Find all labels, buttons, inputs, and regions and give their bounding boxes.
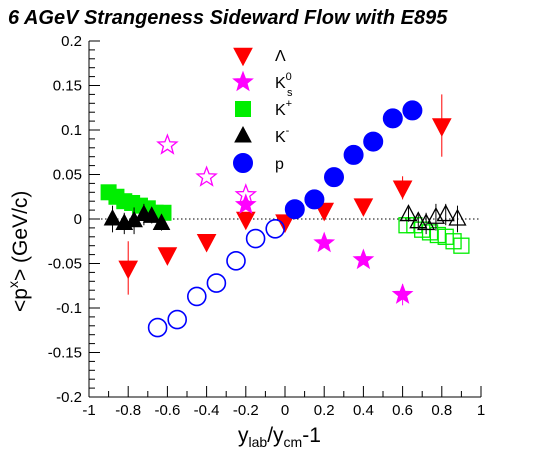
x-label-tail: -1 <box>302 424 321 447</box>
proton-point <box>363 131 384 152</box>
x-axis-label: ylab/ycm-1 <box>238 424 321 448</box>
kminus-point <box>436 204 455 222</box>
legend-label-sup: + <box>286 98 292 110</box>
x-tick-label: -0.4 <box>194 402 220 419</box>
kminus-point <box>152 213 171 230</box>
ks0-point <box>391 283 414 304</box>
ks0-point <box>156 133 179 155</box>
series-proton <box>147 100 423 338</box>
kminus-point <box>448 208 467 226</box>
y-tick-label: -0.15 <box>48 345 82 362</box>
lambda-point <box>196 233 217 253</box>
x-tick-label: -0.8 <box>115 402 141 419</box>
y-tick-label: 0.2 <box>61 33 82 50</box>
y-tick-label: 0 <box>74 211 82 228</box>
legend-label-kplus: K+ <box>275 98 292 119</box>
proton-point <box>226 251 246 271</box>
legend-label-sup: 0 <box>286 71 292 83</box>
legend-marker-kminus <box>234 125 252 143</box>
lambda-point <box>235 211 256 231</box>
series-kminus <box>103 203 467 235</box>
ks0-point <box>234 193 257 215</box>
proton-point <box>382 108 403 129</box>
lambda-point <box>157 247 178 266</box>
x-tick-label: 0.8 <box>431 402 452 419</box>
y-tick-label: 0.05 <box>53 167 82 184</box>
x-tick-label: -1 <box>82 402 95 419</box>
legend: ΛK0 sK+K-p <box>232 47 293 173</box>
proton-point <box>343 144 364 165</box>
proton-point <box>206 273 227 293</box>
x-tick-label: -0.2 <box>233 402 259 419</box>
ks0-point <box>352 248 375 270</box>
proton-point <box>187 286 207 307</box>
lambda-point <box>118 260 139 280</box>
proton-point <box>284 199 305 220</box>
proton-point <box>324 167 344 188</box>
axis-layer: -1 -0.8 -0.6 -0.4 -0.2 0 0.2 0.4 0.6 0.8 1-0.2-0.1… <box>48 33 485 419</box>
y-tick-label: -0.1 <box>56 300 82 317</box>
lambda-point <box>392 180 413 200</box>
legend-label-sub: s <box>287 87 293 99</box>
x-tick-label: -0.6 <box>154 402 180 419</box>
kminus-point <box>103 208 122 226</box>
marks-layer <box>100 94 470 338</box>
lambda-point <box>275 214 295 233</box>
y-tick-label: 0.1 <box>61 122 82 139</box>
legend-label-sup: - <box>286 125 290 137</box>
x-label-main: y <box>238 424 249 447</box>
y-label-post: > (GeV/c) <box>9 191 32 281</box>
x-tick-label: 0 <box>281 402 289 419</box>
kminus-point <box>142 206 161 223</box>
legend-marker-proton <box>233 153 253 173</box>
kplus-point <box>453 237 470 254</box>
x-label-sub2: cm <box>284 434 303 448</box>
x-tick-label: 0.2 <box>314 402 335 419</box>
y-label-sup: x <box>5 281 21 288</box>
series-ks0 <box>156 133 414 306</box>
legend-label-lambda: Λ <box>275 48 286 65</box>
proton-point <box>265 218 286 239</box>
legend-marker-ks0 <box>232 70 254 92</box>
legend-label-main: p <box>275 156 284 173</box>
y-label-pre: <p <box>9 288 32 312</box>
proton-point <box>147 317 168 338</box>
y-tick-label: -0.2 <box>56 389 82 406</box>
y-axis-label: <px> (GeV/c) <box>5 191 32 312</box>
lambda-point <box>431 118 452 137</box>
proton-point <box>402 100 423 121</box>
chart-title: 6 AGeV Strangeness Sideward Flow with E8… <box>8 7 448 29</box>
legend-label-proton: p <box>275 156 284 173</box>
kminus-point <box>417 213 436 231</box>
legend-label-kminus: K- <box>275 125 290 146</box>
x-label-sub1: lab <box>249 434 268 448</box>
x-label-mid: /y <box>267 424 284 447</box>
x-tick-label: 0.6 <box>392 402 413 419</box>
proton-point <box>304 189 325 210</box>
x-tick-label: 0.4 <box>353 402 374 419</box>
legend-marker-lambda <box>233 47 253 67</box>
legend-label-ks0: K0 s <box>275 71 293 99</box>
proton-point <box>167 309 187 330</box>
kminus-point <box>409 211 428 229</box>
legend-marker-kplus <box>235 101 251 117</box>
proton-point <box>245 228 266 249</box>
lambda-point <box>353 198 374 217</box>
y-tick-label: 0.15 <box>53 78 82 95</box>
legend-label-main: K <box>275 102 286 119</box>
legend-label-main: Λ <box>275 48 286 65</box>
ks0-point <box>313 231 336 253</box>
legend-label-main: K <box>275 129 286 146</box>
kminus-point <box>399 204 418 222</box>
ks0-point <box>195 165 218 187</box>
x-tick-label: 1 <box>477 402 485 419</box>
legend-label-main: K <box>275 75 286 92</box>
y-tick-label: -0.05 <box>48 256 82 273</box>
